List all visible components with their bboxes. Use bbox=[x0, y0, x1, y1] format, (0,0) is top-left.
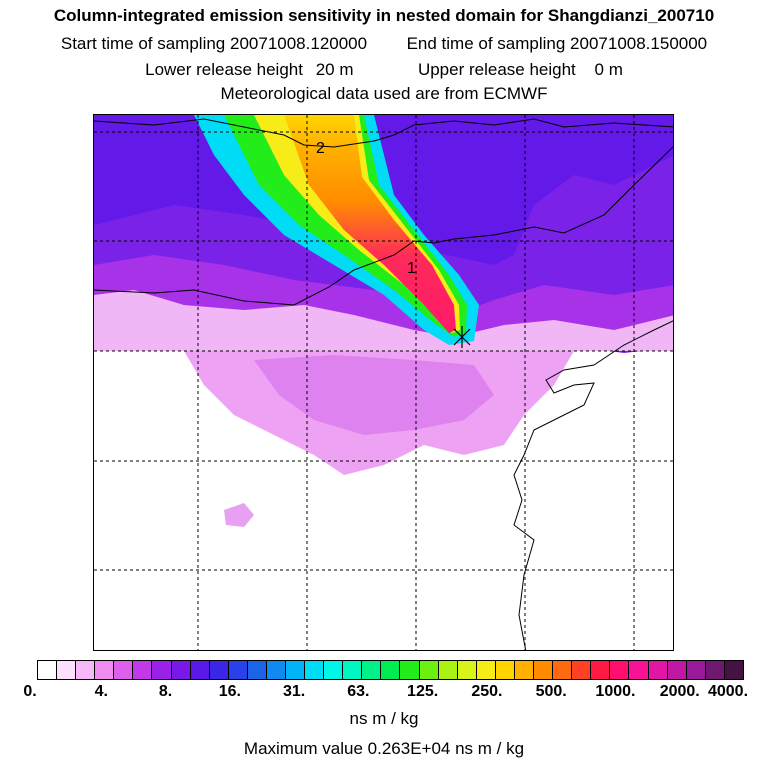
contour-label-2: 2 bbox=[316, 140, 325, 157]
sensitivity-map: 2 1 bbox=[93, 114, 674, 651]
sensitivity-field-pink bbox=[94, 290, 673, 351]
color-scale-tick-label: 125. bbox=[407, 683, 439, 700]
color-scale-tick-label: 4000. bbox=[707, 683, 749, 700]
contour-label-1: 1 bbox=[407, 260, 416, 277]
color-scale-cell bbox=[152, 661, 172, 679]
color-scale-cell bbox=[534, 661, 554, 679]
color-scale-cell bbox=[171, 661, 191, 679]
color-scale-tick-label: 63. bbox=[347, 683, 370, 700]
coastline-east bbox=[513, 320, 673, 650]
start-sampling-value: 20071008.120000 bbox=[230, 34, 368, 53]
color-scale-cell bbox=[324, 661, 344, 679]
color-scale-cell bbox=[228, 661, 248, 679]
color-scale-cell bbox=[686, 661, 706, 679]
color-scale-cell bbox=[343, 661, 363, 679]
color-scale-cell bbox=[419, 661, 439, 679]
sampling-times: Start time of sampling 20071008.120000 E… bbox=[0, 34, 768, 54]
map-grid bbox=[94, 115, 673, 650]
color-scale-cell bbox=[476, 661, 496, 679]
color-scale-cell bbox=[400, 661, 420, 679]
color-scale-ticks: 0. 4. 8. 16. 31. 63. 125. 250. 500. 1000. 2000. 400… bbox=[0, 683, 768, 705]
map-canvas: 2 1 bbox=[94, 115, 673, 650]
plume-core bbox=[284, 115, 456, 333]
color-scale-cell bbox=[495, 661, 515, 679]
color-scale-cell bbox=[266, 661, 287, 679]
color-scale-cell bbox=[286, 661, 306, 679]
color-scale-cell bbox=[95, 661, 115, 679]
color-scale-cell bbox=[190, 661, 210, 679]
color-scale-cell bbox=[305, 661, 325, 679]
coastline-north bbox=[94, 118, 673, 148]
color-scale-cell bbox=[114, 661, 134, 679]
color-scale-tick-label: 4. bbox=[94, 683, 108, 700]
color-scale-tick-label: 8. bbox=[158, 683, 173, 700]
color-scale-cell bbox=[362, 661, 382, 679]
color-scale-cell bbox=[629, 661, 649, 679]
color-scale-cell bbox=[247, 661, 267, 679]
color-scale-cell bbox=[724, 661, 743, 679]
units-label: ns m / kg bbox=[349, 709, 419, 728]
color-scale-cell bbox=[381, 661, 401, 679]
upper-release-value: 0 m bbox=[594, 60, 623, 79]
color-scale-tick-label: 16. bbox=[218, 683, 241, 700]
sensitivity-field-south-core bbox=[254, 355, 494, 435]
color-scale-cell bbox=[209, 661, 229, 679]
lower-release-value: 20 m bbox=[315, 60, 354, 79]
color-scale-cell bbox=[667, 661, 687, 679]
end-sampling-label: End time of sampling bbox=[406, 34, 566, 53]
maximum-value: Maximum value 0.263E+04 ns m / kg bbox=[243, 739, 525, 758]
receptor-site-marker bbox=[453, 326, 471, 348]
color-scale-cell bbox=[553, 661, 573, 679]
color-scale-tick-label: 500. bbox=[535, 683, 567, 700]
color-scale-cell bbox=[705, 661, 725, 679]
met-data-source: Meteorological data used are from ECMWF bbox=[220, 84, 548, 103]
plot-title: Column-integrated emission sensitivity i… bbox=[53, 6, 715, 25]
end-sampling-value: 20071008.150000 bbox=[570, 34, 708, 53]
release-heights: Lower release height 20 m Upper release … bbox=[0, 60, 768, 80]
color-scale-bar bbox=[37, 660, 744, 680]
sensitivity-field-spot bbox=[224, 503, 254, 527]
color-scale-cell bbox=[438, 661, 458, 679]
color-scale-cell bbox=[38, 661, 58, 679]
lower-release-label: Lower release height bbox=[145, 60, 303, 79]
color-scale-tick-label: 1000. bbox=[595, 683, 636, 700]
color-scale-cell bbox=[57, 661, 77, 679]
color-scale-tick-label: 0. bbox=[23, 683, 37, 700]
color-scale-cell bbox=[648, 661, 668, 679]
color-scale-cell bbox=[514, 661, 535, 679]
color-scale-cell bbox=[457, 661, 477, 679]
color-scale-cell bbox=[591, 661, 611, 679]
color-scale-cell bbox=[76, 661, 96, 679]
color-scale-cell bbox=[572, 661, 592, 679]
color-scale-tick-label: 31. bbox=[282, 683, 306, 700]
color-scale-tick-label: 2000. bbox=[659, 683, 700, 700]
color-scale-cell bbox=[610, 661, 630, 679]
color-scale-cell bbox=[133, 661, 153, 679]
color-scale-tick-label: 250. bbox=[471, 683, 503, 700]
start-sampling-label: Start time of sampling bbox=[60, 34, 226, 53]
upper-release-label: Upper release height bbox=[417, 60, 576, 79]
